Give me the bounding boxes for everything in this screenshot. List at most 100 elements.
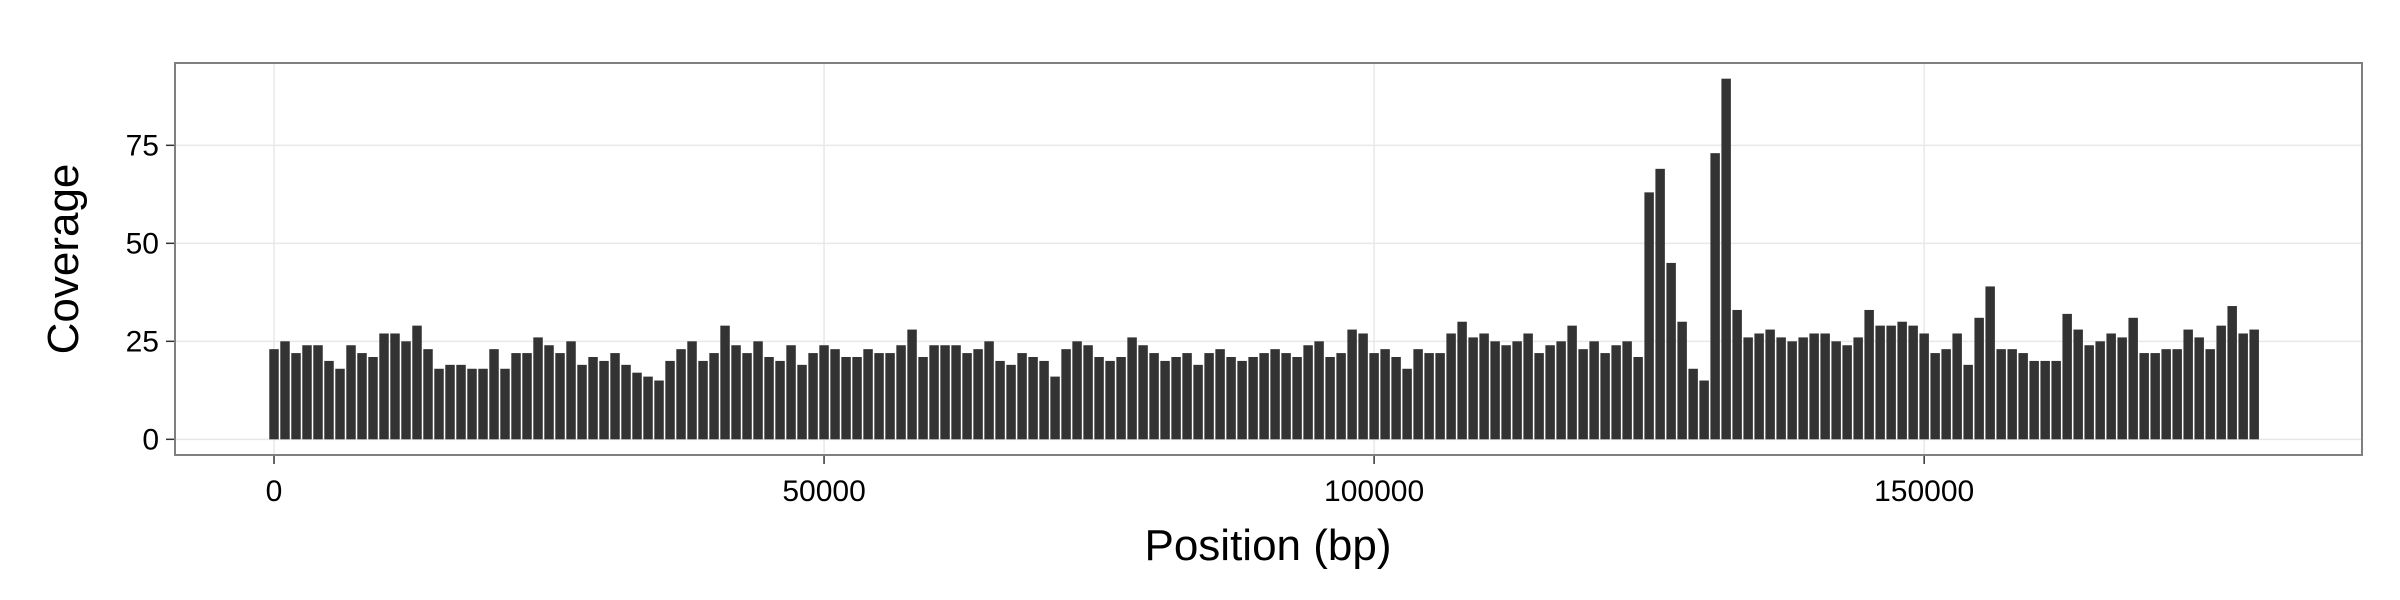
bar [577, 364, 587, 440]
bar [720, 325, 730, 440]
bar [676, 349, 686, 440]
bar [2029, 360, 2039, 440]
bar [852, 357, 862, 440]
bar [2062, 313, 2072, 440]
bar [984, 341, 994, 440]
bar [2172, 349, 2182, 440]
bar [1545, 345, 1555, 440]
bar [1655, 168, 1665, 440]
bar [1710, 153, 1720, 440]
bar [1061, 349, 1071, 440]
bar [632, 372, 642, 440]
bar [2139, 353, 2149, 440]
bar [2051, 360, 2061, 440]
bar [1523, 333, 1533, 440]
bar [2150, 353, 2160, 440]
bar [1149, 353, 1159, 440]
bar [280, 341, 290, 440]
bar [1006, 364, 1016, 440]
bar [863, 349, 873, 440]
bar [665, 360, 675, 440]
bar [1446, 333, 1456, 440]
bar [511, 353, 521, 440]
bar [621, 364, 631, 440]
bar [907, 329, 917, 440]
bar [489, 349, 499, 440]
bar [313, 345, 323, 440]
bar [1314, 341, 1324, 440]
x-tick-label: 0 [266, 475, 283, 508]
bar [1325, 357, 1335, 440]
bar [2216, 325, 2226, 440]
bar [2205, 349, 2215, 440]
bar [1622, 341, 1632, 440]
bar [797, 364, 807, 440]
bar [1347, 329, 1357, 440]
bar [973, 349, 983, 440]
bar [1831, 341, 1841, 440]
bar [1633, 357, 1643, 440]
y-tick-label: 25 [126, 325, 159, 358]
bar [2040, 360, 2050, 440]
bar [1237, 360, 1247, 440]
x-tick-label: 150000 [1874, 475, 1974, 508]
bar [1138, 345, 1148, 440]
bar [1600, 353, 1610, 440]
bar [1380, 349, 1390, 440]
bar [1457, 321, 1467, 440]
bar [1248, 357, 1258, 440]
bar [2084, 345, 2094, 440]
bar [346, 345, 356, 440]
bar [1666, 262, 1676, 440]
bar [1589, 341, 1599, 440]
bar [1798, 337, 1808, 440]
bar [1556, 341, 1566, 440]
bar [1182, 353, 1192, 440]
y-tick-label: 0 [142, 423, 159, 456]
bar [1490, 341, 1500, 440]
bar [1996, 349, 2006, 440]
bar [1677, 321, 1687, 440]
bar [1193, 364, 1203, 440]
bar [1611, 345, 1621, 440]
bar [995, 360, 1005, 440]
bar [1039, 360, 1049, 440]
bar [698, 360, 708, 440]
bar [1721, 78, 1731, 440]
bar [1534, 353, 1544, 440]
bar [951, 345, 961, 440]
bar [874, 353, 884, 440]
bar [2018, 353, 2028, 440]
bar [2183, 329, 2193, 440]
bar [1875, 325, 1885, 440]
bar [1468, 337, 1478, 440]
bar [1512, 341, 1522, 440]
bar [2227, 306, 2237, 440]
bar [819, 345, 829, 440]
bar [1259, 353, 1269, 440]
bar [2128, 317, 2138, 440]
bar [885, 353, 895, 440]
bar [1050, 376, 1060, 440]
bar [1908, 325, 1918, 440]
bar [269, 349, 279, 440]
y-axis-title: Coverage [39, 164, 88, 355]
bar [1963, 364, 1973, 440]
bar [533, 337, 543, 440]
bar [2007, 349, 2017, 440]
bar [1732, 309, 1742, 440]
bar [1127, 337, 1137, 440]
bar [1424, 353, 1434, 440]
bar [357, 353, 367, 440]
bar [753, 341, 763, 440]
bar [434, 368, 444, 440]
bar [1281, 353, 1291, 440]
bar [709, 353, 719, 440]
bar [1226, 357, 1236, 440]
bar [1886, 325, 1896, 440]
bar [478, 368, 488, 440]
bar [1083, 345, 1093, 440]
bar [555, 353, 565, 440]
bar [2161, 349, 2171, 440]
bar [1688, 368, 1698, 440]
